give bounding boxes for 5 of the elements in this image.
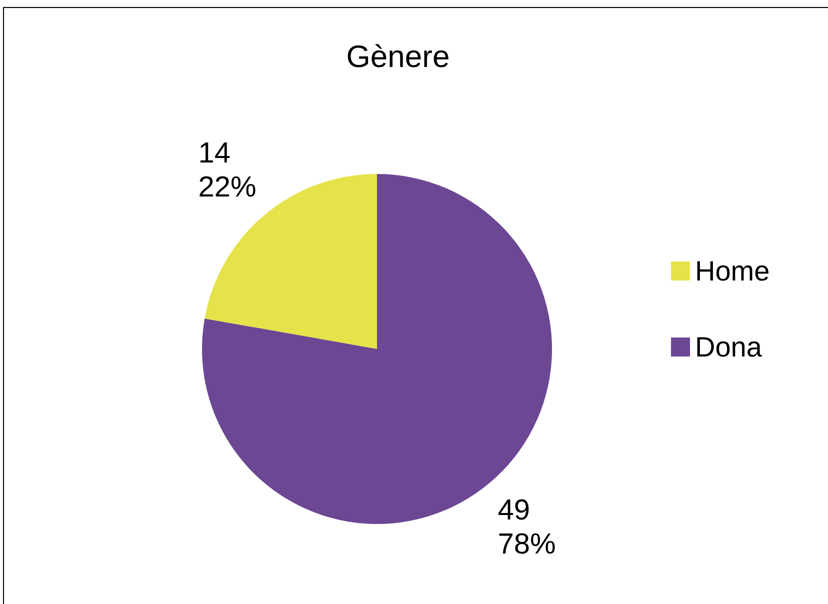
data-label: 14 22% bbox=[198, 138, 256, 204]
legend-label: Dona bbox=[695, 332, 762, 362]
chart-title: Gènere bbox=[346, 39, 450, 74]
legend-label: Home bbox=[695, 256, 770, 286]
data-label: 49 78% bbox=[498, 494, 556, 560]
